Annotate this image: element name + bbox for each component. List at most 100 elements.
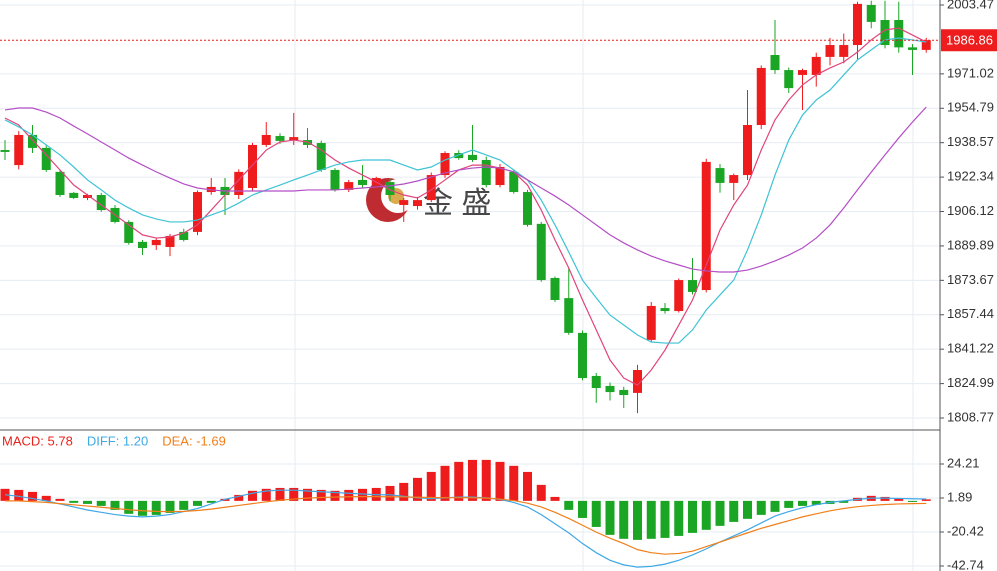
candle-body xyxy=(550,277,560,301)
macd-bar xyxy=(468,459,477,501)
macd-bar xyxy=(509,465,519,501)
candle-body xyxy=(151,239,161,246)
macd-bar xyxy=(811,500,821,505)
macd-bar xyxy=(921,499,931,501)
y-tick-label: 1824.99 xyxy=(947,375,994,390)
candle-body xyxy=(619,389,629,396)
macd-bar xyxy=(234,494,244,501)
candle-body xyxy=(385,182,395,196)
macd-line xyxy=(4,489,927,568)
candle-body xyxy=(28,134,37,148)
y-tick-label: 2003.47 xyxy=(947,0,994,11)
candle-body xyxy=(564,298,574,333)
macd-bar xyxy=(330,490,340,501)
candle-body xyxy=(481,160,491,186)
macd-bar xyxy=(248,490,257,501)
candle-body xyxy=(591,375,601,389)
legend-entry: DIFF: 1.20 xyxy=(87,433,148,448)
candle-body xyxy=(179,231,189,240)
price-panel xyxy=(0,0,940,414)
candle-body xyxy=(426,175,436,201)
y-tick-label: 1938.57 xyxy=(947,134,994,149)
last-price-label: 1986.86 xyxy=(946,33,993,48)
macd-bar xyxy=(715,500,725,526)
candle-body xyxy=(688,280,697,292)
y-tick-label: 1808.77 xyxy=(947,409,994,424)
macd-bar xyxy=(193,500,202,506)
candle-body xyxy=(248,144,257,189)
candle-body xyxy=(784,70,794,89)
macd-bar xyxy=(908,500,917,502)
macd-bar xyxy=(55,498,65,501)
macd-bar xyxy=(619,500,629,539)
macd-bar xyxy=(303,488,312,501)
macd-bar xyxy=(839,500,849,503)
macd-bar xyxy=(28,491,37,501)
candle-body xyxy=(811,56,821,75)
macd-bar xyxy=(165,500,175,513)
candle-body xyxy=(701,161,711,291)
moving-average xyxy=(4,27,927,386)
y-tick-label: 1889.89 xyxy=(947,237,994,252)
vertical-grid xyxy=(294,0,914,571)
candle-body xyxy=(536,223,546,281)
candle-body xyxy=(0,150,10,152)
y-tick-label: -20.42 xyxy=(947,523,984,538)
macd-bar xyxy=(798,500,807,506)
legend-entry: MACD: 5.78 xyxy=(2,433,73,448)
candle-body xyxy=(880,20,890,46)
y-tick-label: 1906.12 xyxy=(947,203,994,218)
macd-bar xyxy=(440,465,450,501)
candle-body xyxy=(798,70,807,75)
macd-bar xyxy=(151,500,161,515)
candle-body xyxy=(674,280,684,312)
macd-bar xyxy=(894,498,904,501)
y-tick-label: -42.74 xyxy=(947,557,984,571)
candle-body xyxy=(756,67,766,126)
candle-body xyxy=(275,136,285,141)
macd-line xyxy=(5,496,927,555)
macd-bar xyxy=(344,489,354,501)
macd-bar xyxy=(605,500,615,535)
y-tick-label: 1971.02 xyxy=(947,65,994,80)
macd-bar xyxy=(316,489,326,501)
macd-bar xyxy=(743,500,752,519)
macd-bar xyxy=(784,500,794,508)
macd-bar xyxy=(96,500,106,506)
macd-bar xyxy=(399,482,409,501)
macd-bar xyxy=(564,500,574,510)
macd-bar xyxy=(289,487,299,501)
macd-bar xyxy=(69,500,79,503)
candle-body xyxy=(83,195,92,198)
macd-bar xyxy=(880,496,890,501)
candle-body xyxy=(96,195,106,211)
candle-body xyxy=(770,55,780,71)
candle-body xyxy=(578,332,587,379)
candle-body xyxy=(605,385,615,393)
y-tick-label: 1922.34 xyxy=(947,169,994,184)
macd-bar xyxy=(756,500,766,515)
macd-bar xyxy=(495,461,505,501)
y-tick-label: 1841.22 xyxy=(947,341,994,356)
candle-body xyxy=(633,370,642,393)
macd-bar xyxy=(481,459,491,501)
candle-body xyxy=(193,192,202,232)
macd-bar xyxy=(550,496,560,501)
axis: 2003.47 1971.02 1954.79 1938.57 1922.34 1906.… xyxy=(940,0,997,571)
candle-body xyxy=(646,305,656,340)
candle-body xyxy=(495,167,505,186)
macd-bar xyxy=(646,500,656,539)
candle-body xyxy=(839,45,849,57)
y-tick-label: 1.89 xyxy=(947,489,972,504)
candle-body xyxy=(316,143,326,170)
macd-bar xyxy=(536,484,546,501)
candle-body xyxy=(660,308,670,312)
macd-bar xyxy=(674,500,684,536)
candle-body xyxy=(124,221,134,243)
y-tick-label: 1954.79 xyxy=(947,100,994,115)
macd-bar xyxy=(138,500,147,516)
candle-body xyxy=(729,175,739,183)
candle-body xyxy=(825,45,835,57)
macd-bar xyxy=(633,500,642,540)
